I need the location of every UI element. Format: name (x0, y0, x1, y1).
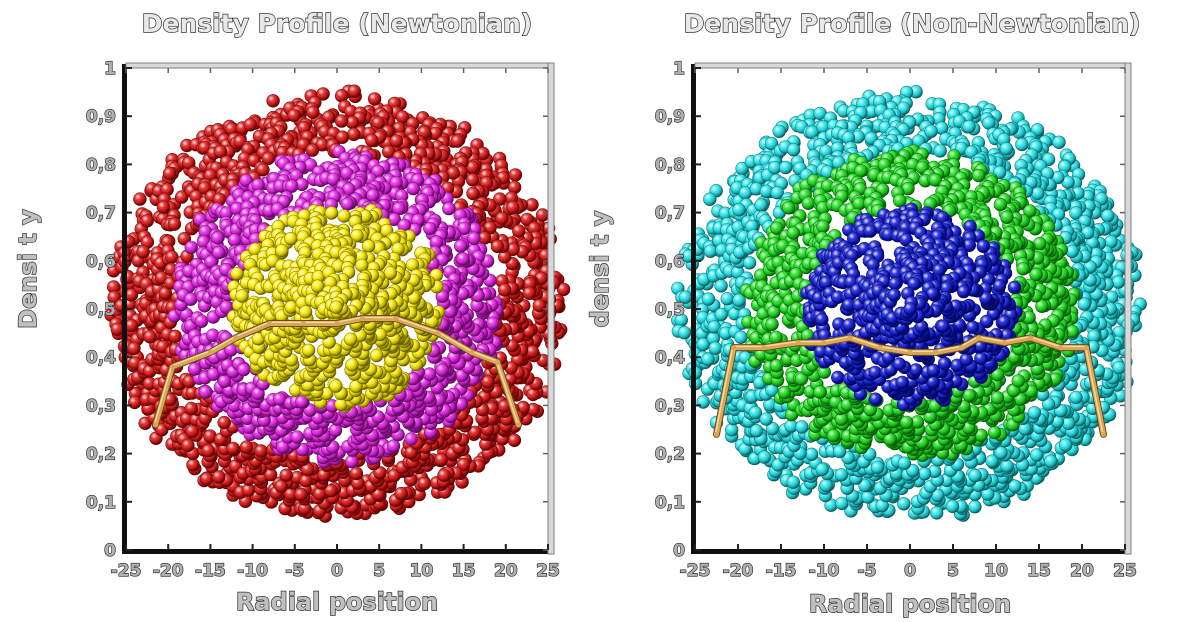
density-point (469, 349, 475, 355)
x-tick-label: 20 (494, 561, 518, 581)
y-tick-label: 0,9 (86, 107, 116, 127)
y-tick-label: 0,5 (655, 300, 685, 320)
y-tick-label: 0,2 (655, 445, 685, 465)
x-tick-label: 0 (331, 561, 343, 581)
y-tick-label: 0,6 (86, 252, 116, 272)
density-point (1100, 431, 1107, 437)
y-tick-label: 0,9 (655, 107, 685, 127)
tick-labels: -25 -20 -15 -10 -5 0 5 10 15 20 25 0 0,1 0,2 0,3 0,4 0,5… (654, 58, 1137, 581)
density-point (1083, 345, 1089, 351)
x-tick-label: -10 (237, 561, 268, 581)
x-tick-label: 5 (373, 561, 385, 581)
density-point (1027, 335, 1033, 341)
density-point (233, 335, 239, 341)
x-tick-label: 10 (410, 561, 434, 581)
density-point (515, 422, 522, 428)
y-tick-label: 1 (673, 59, 685, 79)
y-tick-label: 0,7 (86, 204, 116, 224)
y-tick-label: 0,2 (86, 445, 116, 465)
density-point (359, 316, 365, 322)
x-axis-label: Radial position (809, 590, 1011, 618)
y-tick-label: 0,6 (655, 252, 685, 272)
density-point (334, 320, 340, 327)
x-tick-label: -10 (809, 561, 840, 581)
y-tick-label: 0 (673, 541, 685, 561)
chart-panel-2: -25 -20 -15 -10 -5 0 5 10 15 20 25 0 0,1 0,2 0,3 0,4 0,5… (585, 8, 1147, 619)
density-point (976, 335, 982, 341)
chart-panel-1: -25 -20 -15 -10 -5 0 5 10 15 20 25 0 0,1 0,2 0,3 0,4 0,5… (13, 8, 571, 617)
x-tick-label: 25 (1113, 561, 1137, 581)
density-point (847, 335, 853, 341)
x-tick-label: 10 (984, 561, 1008, 581)
y-axis-label: densi t y (586, 210, 614, 327)
density-point (761, 345, 767, 351)
density-curve-highlight (714, 335, 1104, 434)
x-axis-label: Radial position (236, 588, 438, 616)
density-point (435, 330, 441, 336)
x-tick-label: 15 (1027, 561, 1051, 581)
density-point (959, 345, 965, 351)
y-tick-label: 0,7 (655, 204, 685, 224)
density-point (169, 364, 175, 370)
y-tick-label: 0,3 (86, 396, 116, 416)
x-tick-label: -20 (153, 561, 184, 581)
x-tick-label: 25 (536, 561, 560, 581)
x-tick-label: 0 (904, 561, 916, 581)
density-point (1057, 345, 1064, 351)
density-point (713, 431, 720, 437)
density-point (795, 340, 801, 346)
particle-cloud (671, 84, 1147, 522)
density-curve (714, 335, 1106, 437)
tick-labels: -25 -20 -15 -10 -5 0 5 10 15 20 25 0 0,1 0,2 0,3 0,4 0,5… (85, 58, 560, 581)
y-tick-label: 0 (104, 541, 116, 561)
y-tick-label: 0,1 (655, 493, 685, 513)
density-point (1002, 340, 1008, 346)
y-tick-label: 0,3 (655, 396, 685, 416)
x-tick-label: -25 (111, 561, 142, 581)
density-point (266, 320, 273, 327)
x-tick-label: 5 (947, 561, 959, 581)
y-tick-label: 0,8 (86, 155, 116, 175)
density-point (393, 316, 399, 322)
y-tick-label: 0,8 (655, 155, 685, 175)
density-point (907, 349, 913, 355)
density-point (300, 320, 306, 327)
x-tick-label: -20 (723, 561, 754, 581)
density-point (207, 349, 213, 355)
y-tick-label: 1 (104, 59, 116, 79)
x-tick-label: -15 (766, 561, 797, 581)
x-tick-label: -25 (680, 561, 711, 581)
chart-title: Density Profile (Non-Newtonian) (684, 9, 1141, 38)
density-point (877, 345, 883, 351)
density-point (933, 349, 939, 355)
x-tick-label: -5 (285, 561, 304, 581)
particle-cloud (104, 84, 571, 523)
x-tick-label: 15 (452, 561, 476, 581)
y-tick-label: 0,4 (655, 348, 685, 368)
y-tick-label: 0,1 (86, 493, 116, 513)
density-point (494, 359, 500, 365)
y-tick-label: 0,5 (86, 300, 116, 320)
density-point (152, 422, 159, 428)
density-point (731, 345, 737, 351)
density-point (821, 340, 827, 346)
x-tick-label: 20 (1070, 561, 1094, 581)
x-tick-label: -5 (858, 561, 877, 581)
y-axis-label: Densi t y (14, 209, 42, 329)
chart-title: Density Profile (Newtonian) (142, 9, 532, 38)
y-tick-label: 0,4 (86, 348, 116, 368)
x-tick-label: -15 (195, 561, 226, 581)
